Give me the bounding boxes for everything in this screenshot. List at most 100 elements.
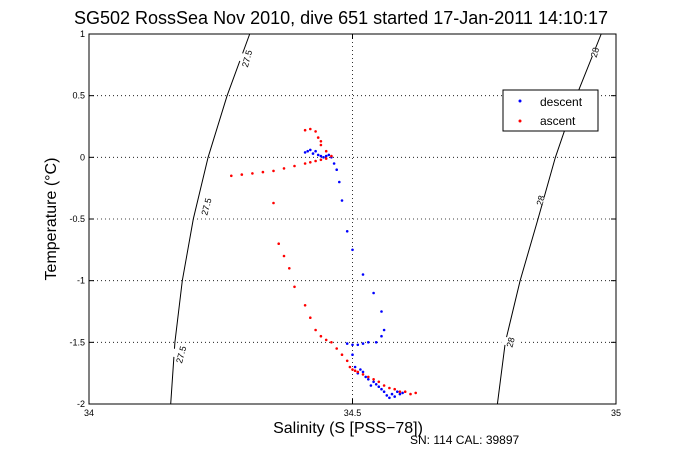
ascent-point <box>277 242 281 245</box>
ascent-point <box>314 328 317 332</box>
footer-serial-cal: SN: 114 CAL: 39897 <box>410 433 520 447</box>
ascent-point <box>261 170 265 174</box>
descent-point <box>380 310 383 313</box>
ascent-point <box>335 347 339 350</box>
ascent-point <box>403 390 407 394</box>
descent-point <box>369 384 373 387</box>
ascent-point <box>324 338 328 342</box>
ascent-point <box>414 391 418 395</box>
ascent-point <box>348 365 352 369</box>
descent-point <box>335 168 339 171</box>
descent-point <box>380 387 383 391</box>
descent-point <box>382 328 386 332</box>
descent-point <box>377 385 381 389</box>
ascent-point <box>372 378 375 381</box>
descent-point <box>382 390 386 394</box>
ascent-point <box>353 369 357 373</box>
ascent-point <box>314 159 317 163</box>
ascent-point <box>345 359 349 363</box>
ascent-point <box>382 384 386 387</box>
descent-point <box>340 199 344 202</box>
descent-point <box>303 151 307 154</box>
ascent-point <box>330 154 333 158</box>
ascent-point <box>351 368 354 371</box>
x-tick-label: 35 <box>611 408 621 418</box>
descent-point <box>316 153 320 157</box>
ascent-point <box>319 158 323 162</box>
x-tick-label: 34.5 <box>344 408 362 418</box>
contour-label-bg <box>585 46 605 59</box>
descent-point <box>361 342 365 345</box>
contour-label-bg <box>530 194 551 207</box>
descent-point <box>322 156 325 159</box>
ascent-point <box>230 174 233 178</box>
ascent-point <box>309 161 312 164</box>
ascent-point <box>309 127 312 131</box>
contour-label: 27.5 <box>240 49 254 69</box>
chart-title: SG502 RossSea Nov 2010, dive 651 started… <box>74 8 608 28</box>
ascent-point <box>240 173 244 176</box>
descent-point <box>385 394 389 397</box>
descent-point <box>359 368 362 371</box>
x-tick-label: 34 <box>84 408 94 418</box>
descent-point <box>393 395 397 398</box>
y-axis-label: Temperature (°C) <box>43 158 60 281</box>
ascent-point <box>293 285 296 289</box>
descent-point <box>380 334 383 338</box>
descent-point <box>374 341 378 344</box>
descent-point <box>351 353 354 357</box>
legend-box <box>502 89 599 132</box>
ascent-point <box>316 136 320 139</box>
descent-point <box>309 148 312 152</box>
ascent-point <box>356 370 360 374</box>
ascent-point <box>319 143 323 147</box>
legend-descent-marker <box>518 99 522 103</box>
ascent-point <box>293 164 296 168</box>
ascent-point <box>409 392 412 396</box>
ascent-point <box>303 128 307 132</box>
ascent-point <box>272 169 275 173</box>
descent-point <box>367 341 370 344</box>
y-tick-label: -2 <box>77 399 85 409</box>
descent-point <box>314 149 317 153</box>
ascent-point <box>393 387 397 391</box>
contour-label-bg <box>500 336 521 349</box>
ascent-point <box>330 341 333 344</box>
ascent-point <box>282 167 286 170</box>
contour-label: 27.5 <box>174 345 188 365</box>
contour-label-bg <box>171 348 191 361</box>
descent-point <box>367 378 370 381</box>
descent-point <box>401 391 404 395</box>
ascent-point <box>272 201 275 205</box>
ascent-point <box>367 375 370 379</box>
legend: descent ascent <box>502 89 599 132</box>
descent-point <box>353 365 357 369</box>
ascent-point <box>319 334 323 338</box>
y-tick-label: 0.5 <box>72 91 85 101</box>
descent-point <box>396 390 399 394</box>
descent-point <box>388 396 391 400</box>
descent-point <box>345 230 349 233</box>
contour-label: 28 <box>504 336 516 348</box>
descent-point <box>364 375 368 379</box>
legend-ascent-label: ascent <box>540 114 576 128</box>
ascent-point <box>303 162 307 165</box>
descent-point <box>311 152 315 155</box>
legend-descent-label: descent <box>540 95 583 109</box>
ascent-point <box>314 130 317 133</box>
descent-point <box>327 153 331 157</box>
y-tick-label: -0.5 <box>69 214 85 224</box>
contour-label-bg <box>237 52 257 65</box>
ascent-point <box>340 353 344 357</box>
descent-point <box>361 273 365 276</box>
isopycnal-27.5 <box>170 33 251 405</box>
ascent-point <box>288 267 291 270</box>
ascent-point <box>377 380 381 384</box>
y-tick-label: 0 <box>80 152 85 162</box>
contour-label: 28 <box>535 194 547 206</box>
x-axis-label: Salinity (S [PSS−78]) <box>273 420 423 437</box>
ascent-point <box>251 172 254 175</box>
descent-point <box>390 392 394 396</box>
ascent-point <box>361 373 365 376</box>
ascent-point <box>303 304 307 307</box>
